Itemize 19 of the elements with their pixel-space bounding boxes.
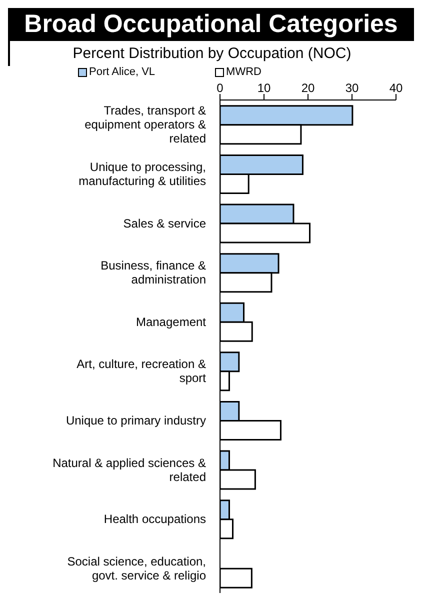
y-tick-label: Social science, education, govt. service & religio bbox=[67, 554, 206, 582]
x-tick-label: 10 bbox=[257, 81, 271, 95]
x-tick-label: 0 bbox=[216, 81, 224, 95]
y-tick-label: Natural & applied sciences & related bbox=[52, 456, 206, 484]
y-tick-label: Art, culture, recreation & sport bbox=[76, 357, 207, 386]
legend-label: MWRD bbox=[225, 66, 262, 78]
chart-title: Broad Occupational Categories bbox=[8, 8, 414, 41]
y-tick-label: Trades, transport & equipment operators & related bbox=[84, 104, 206, 146]
y-tick-label: Business, finance & administration bbox=[100, 258, 206, 287]
chart-subtitle: Percent Distribution by Occupation (NOC) bbox=[8, 41, 414, 66]
legend-label: Port Alice, VL bbox=[88, 66, 156, 78]
x-tick-label: 40 bbox=[389, 81, 403, 95]
x-tick-label: 30 bbox=[345, 81, 359, 95]
y-tick-label: Management bbox=[136, 314, 207, 329]
y-tick-label: Sales & service bbox=[123, 216, 206, 230]
y-tick-label: Unique to processing, manufacturing & utilities bbox=[78, 160, 206, 188]
y-tick-label: Health occupations bbox=[104, 512, 206, 526]
x-tick-label: 20 bbox=[301, 81, 315, 95]
y-tick-label: Unique to primary industry bbox=[66, 413, 206, 428]
